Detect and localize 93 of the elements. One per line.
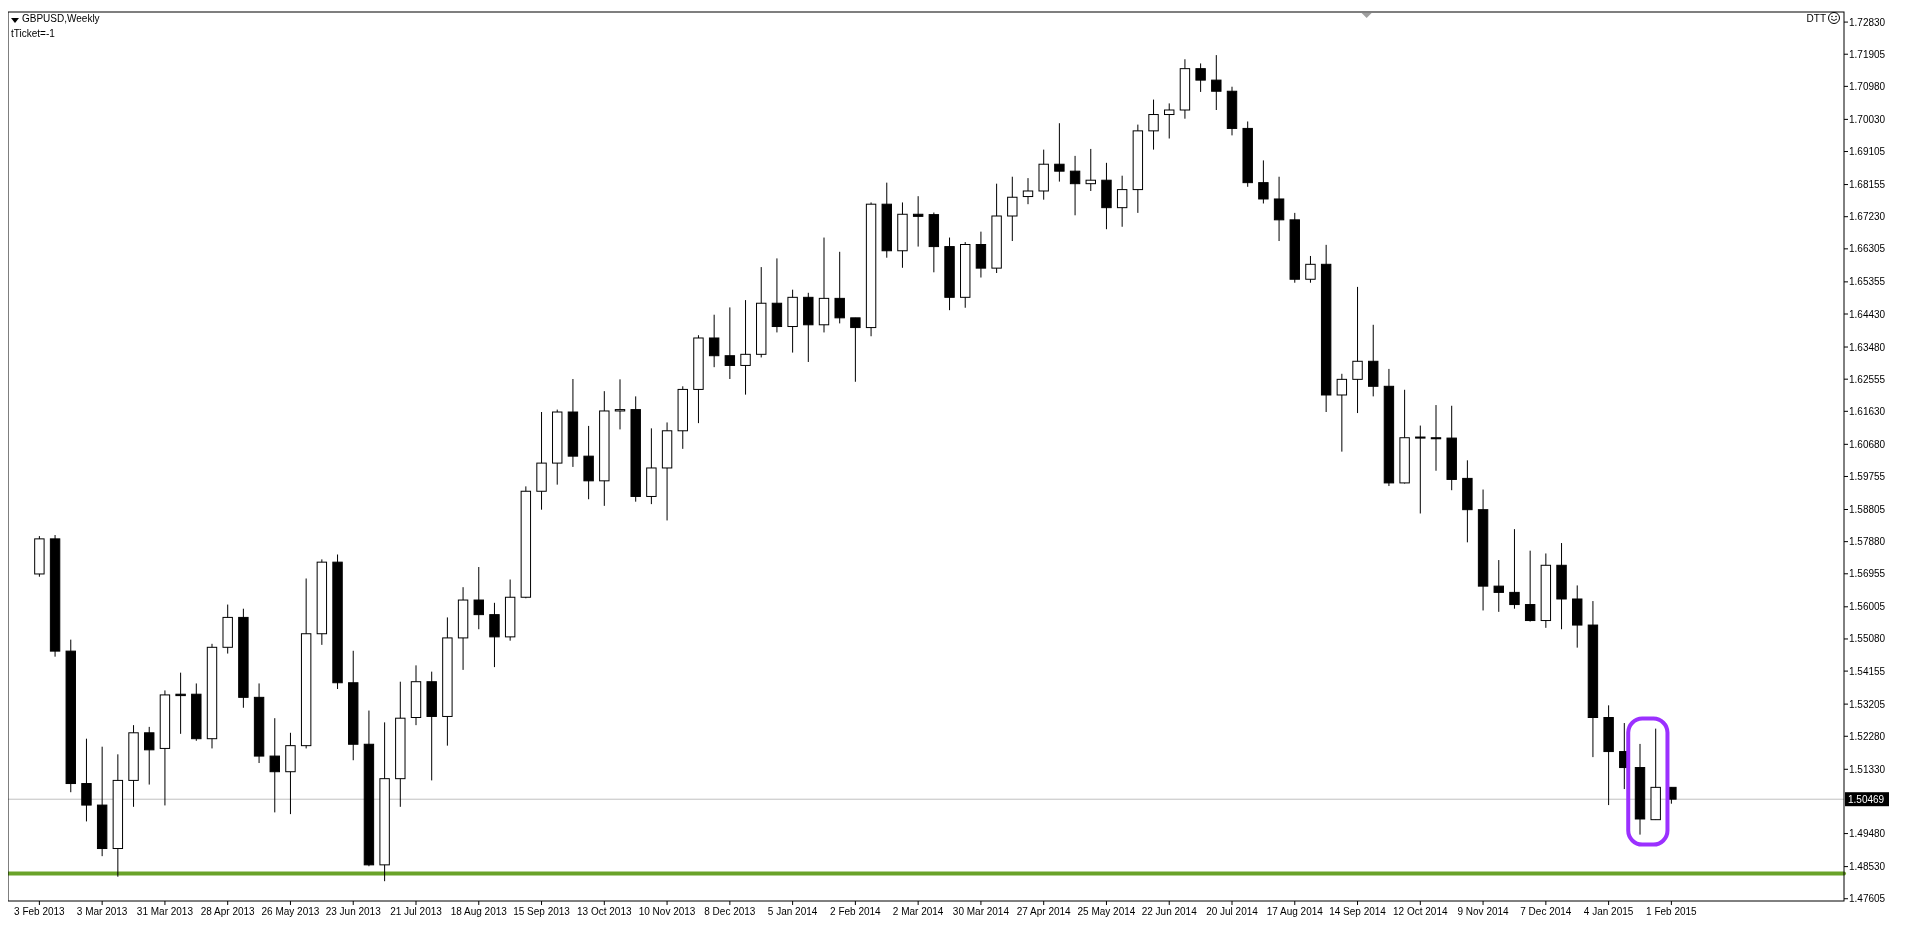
candlestick <box>1116 175 1128 228</box>
candlestick <box>614 378 626 430</box>
candlestick <box>740 299 751 396</box>
x-tick-label: 3 Mar 2013 <box>76 906 128 917</box>
y-tick-label: 1.47605 <box>1849 893 1886 905</box>
candlestick <box>1430 404 1442 472</box>
candlestick <box>1273 176 1285 242</box>
y-tick-label: 1.56005 <box>1849 601 1886 613</box>
candlestick <box>144 726 155 786</box>
x-tick-label: 2 Mar 2014 <box>892 906 944 917</box>
x-tick-label: 7 Dec 2014 <box>1520 906 1572 917</box>
candlestick <box>1085 148 1096 192</box>
y-tick-label: 1.56955 <box>1849 568 1886 580</box>
candlestick <box>708 314 720 368</box>
y-tick-label: 1.71905 <box>1849 48 1886 60</box>
ref-line-label: 1.50469 <box>1848 793 1885 805</box>
x-tick-label: 15 Sep 2013 <box>513 906 571 917</box>
x-tick-label: 1 Feb 2015 <box>1646 906 1698 917</box>
candlestick <box>912 195 924 248</box>
x-tick-label: 2 Feb 2014 <box>830 906 882 917</box>
y-tick-label: 1.63480 <box>1849 341 1886 353</box>
x-tick-label: 3 Feb 2013 <box>14 906 66 917</box>
candlestick <box>834 251 845 324</box>
candlestick <box>1509 528 1520 610</box>
x-tick-label: 21 Jul 2013 <box>390 906 443 917</box>
y-tick-label: 1.53205 <box>1849 698 1886 710</box>
candlestick <box>175 672 186 735</box>
y-tick-label: 1.64430 <box>1849 308 1886 320</box>
x-tick-label: 31 Mar 2013 <box>136 906 194 917</box>
chart-title: GBPUSD,Weekly <box>22 13 100 24</box>
x-tick-label: 5 Jan 2014 <box>767 906 818 917</box>
y-tick-label: 1.69105 <box>1849 146 1886 158</box>
x-tick-label: 27 Apr 2014 <box>1016 906 1072 917</box>
x-tick-label: 17 Aug 2014 <box>1266 906 1324 917</box>
y-tick-label: 1.61630 <box>1849 405 1886 417</box>
candlestick <box>269 717 280 813</box>
candlestick <box>975 231 987 279</box>
x-tick-label: 22 Jun 2014 <box>1141 906 1198 917</box>
x-tick-label: 23 Jun 2013 <box>325 906 382 917</box>
y-tick-label: 1.58805 <box>1849 504 1886 515</box>
candlestick <box>850 317 861 383</box>
candlestick <box>1258 159 1269 204</box>
candlestick <box>1352 286 1363 414</box>
y-tick-label: 1.66305 <box>1849 243 1886 255</box>
candlestick <box>1336 373 1348 453</box>
annotation: tTicket=-1 <box>11 28 56 39</box>
annotation: DTT <box>1806 13 1826 24</box>
y-tick-label: 1.62555 <box>1849 373 1886 385</box>
x-tick-label: 28 Apr 2013 <box>200 906 256 917</box>
y-tick-label: 1.60680 <box>1849 438 1886 450</box>
y-tick-label: 1.57880 <box>1849 536 1886 548</box>
x-tick-label: 18 Aug 2013 <box>450 906 508 917</box>
candlestick <box>724 306 736 380</box>
candlestick <box>1415 425 1426 514</box>
y-tick-label: 1.67230 <box>1849 211 1886 223</box>
x-tick-label: 30 Mar 2014 <box>952 906 1010 917</box>
x-tick-label: 10 Nov 2013 <box>638 906 696 917</box>
candlestick <box>771 257 783 333</box>
y-tick-label: 1.52280 <box>1849 730 1886 742</box>
x-tick-label: 8 Dec 2013 <box>704 906 756 917</box>
candlestick <box>1305 255 1316 284</box>
x-tick-label: 9 Nov 2014 <box>1457 906 1510 917</box>
x-tick-label: 26 May 2013 <box>261 906 320 917</box>
y-tick-label: 1.54155 <box>1849 665 1886 677</box>
x-tick-label: 25 May 2014 <box>1077 906 1136 917</box>
y-tick-label: 1.65355 <box>1849 276 1886 288</box>
candlestick <box>1069 155 1081 216</box>
x-tick-label: 4 Jan 2015 <box>1583 906 1634 917</box>
candlestick <box>1211 54 1222 111</box>
y-tick-label: 1.70980 <box>1849 80 1886 92</box>
y-tick-label: 1.51330 <box>1849 763 1886 775</box>
x-tick-label: 20 Jul 2014 <box>1206 906 1259 917</box>
y-tick-label: 1.72830 <box>1849 16 1886 28</box>
candlestick <box>1195 62 1206 93</box>
candlestick <box>489 602 500 668</box>
y-tick-label: 1.68155 <box>1849 179 1886 191</box>
x-tick-label: 14 Sep 2014 <box>1329 906 1387 917</box>
y-tick-label: 1.59755 <box>1849 470 1886 482</box>
candlestick <box>1022 177 1034 205</box>
candlestick <box>1007 176 1018 242</box>
x-tick-label: 12 Oct 2014 <box>1393 906 1448 917</box>
y-tick-label: 1.55080 <box>1849 633 1886 645</box>
candlestick <box>1148 99 1159 151</box>
candlestick <box>1524 550 1536 623</box>
candlestick <box>81 738 92 822</box>
candlestick <box>1493 559 1504 613</box>
candlestick <box>473 566 484 630</box>
x-tick-label: 13 Oct 2013 <box>577 906 632 917</box>
y-tick-label: 1.48530 <box>1849 861 1886 873</box>
candlestick <box>1054 122 1065 183</box>
candlestick <box>1164 102 1175 139</box>
y-tick-label: 1.49480 <box>1849 828 1886 840</box>
y-tick-label: 1.70030 <box>1849 113 1886 125</box>
